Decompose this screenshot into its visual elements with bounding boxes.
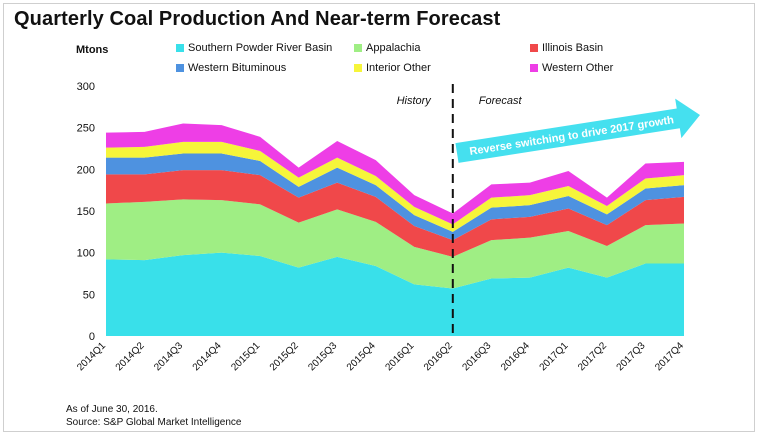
x-tick-label: 2014Q1 — [75, 340, 108, 373]
legend-swatch — [530, 64, 538, 72]
x-tick-label: 2016Q4 — [499, 340, 532, 373]
y-tick-label: 200 — [77, 164, 95, 176]
area-series-western-other — [106, 123, 684, 225]
x-tick-label: 2017Q2 — [576, 340, 609, 373]
legend-item-appalachia: Appalachia — [354, 42, 420, 54]
y-tick-label: 150 — [77, 206, 95, 218]
legend-label: Interior Other — [366, 62, 431, 74]
y-tick-label: 50 — [83, 289, 95, 301]
area-series-illinois-basin — [106, 170, 684, 257]
legend-item-southern-powder-river-basin: Southern Powder River Basin — [176, 42, 332, 54]
area-series-western-bituminous — [106, 153, 684, 241]
footer-note: As of June 30, 2016. — [66, 404, 158, 415]
area-series-interior-other — [106, 141, 684, 232]
legend-swatch — [176, 64, 184, 72]
legend-label: Western Bituminous — [188, 62, 287, 74]
history-label: History — [397, 95, 433, 107]
x-tick-label: 2015Q4 — [345, 340, 378, 373]
x-tick-label: 2014Q2 — [114, 340, 147, 373]
legend-swatch — [530, 44, 538, 52]
y-axis-unit-label: Mtons — [76, 44, 109, 56]
legend-label: Illinois Basin — [542, 42, 604, 54]
legend-swatch — [354, 44, 362, 52]
legend: Southern Powder River Basin Appalachia I… — [176, 42, 656, 78]
arrow-shape — [455, 98, 700, 163]
legend-swatch — [176, 44, 184, 52]
legend-item-illinois-basin: Illinois Basin — [530, 42, 603, 54]
x-tick-label: 2017Q3 — [615, 340, 648, 373]
x-tick-label: 2014Q4 — [191, 340, 224, 373]
x-tick-label: 2015Q2 — [268, 340, 301, 373]
legend-label: Appalachia — [366, 42, 421, 54]
y-tick-label: 250 — [77, 123, 95, 135]
legend-label: Southern Powder River Basin — [188, 42, 333, 54]
y-tick-label: 100 — [77, 248, 95, 260]
y-tick-label: 300 — [77, 81, 95, 93]
forecast-label: Forecast — [479, 95, 523, 107]
x-tick-label: 2017Q4 — [653, 340, 686, 373]
chart-title: Quarterly Coal Production And Near-term … — [14, 8, 501, 30]
x-tick-label: 2015Q1 — [229, 340, 262, 373]
x-tick-label: 2015Q3 — [306, 340, 339, 373]
x-tick-label: 2016Q3 — [461, 340, 494, 373]
x-tick-label: 2014Q3 — [152, 340, 185, 373]
area-series-southern-powder-river-basin — [106, 252, 684, 336]
legend-label: Western Other — [542, 62, 614, 74]
legend-swatch — [354, 64, 362, 72]
x-tick-label: 2017Q1 — [538, 340, 571, 373]
footer-source: Source: S&P Global Market Intelligence — [66, 417, 242, 428]
area-series-appalachia — [106, 199, 684, 289]
arrow-annotation-text: Reverse switching to drive 2017 growth — [469, 114, 675, 158]
chart-frame — [3, 3, 755, 432]
x-tick-label: 2016Q2 — [422, 340, 455, 373]
y-tick-label: 0 — [89, 331, 95, 343]
legend-item-western-other: Western Other — [530, 62, 613, 74]
x-tick-label: 2016Q1 — [383, 340, 416, 373]
legend-item-interior-other: Interior Other — [354, 62, 431, 74]
legend-item-western-bituminous: Western Bituminous — [176, 62, 286, 74]
